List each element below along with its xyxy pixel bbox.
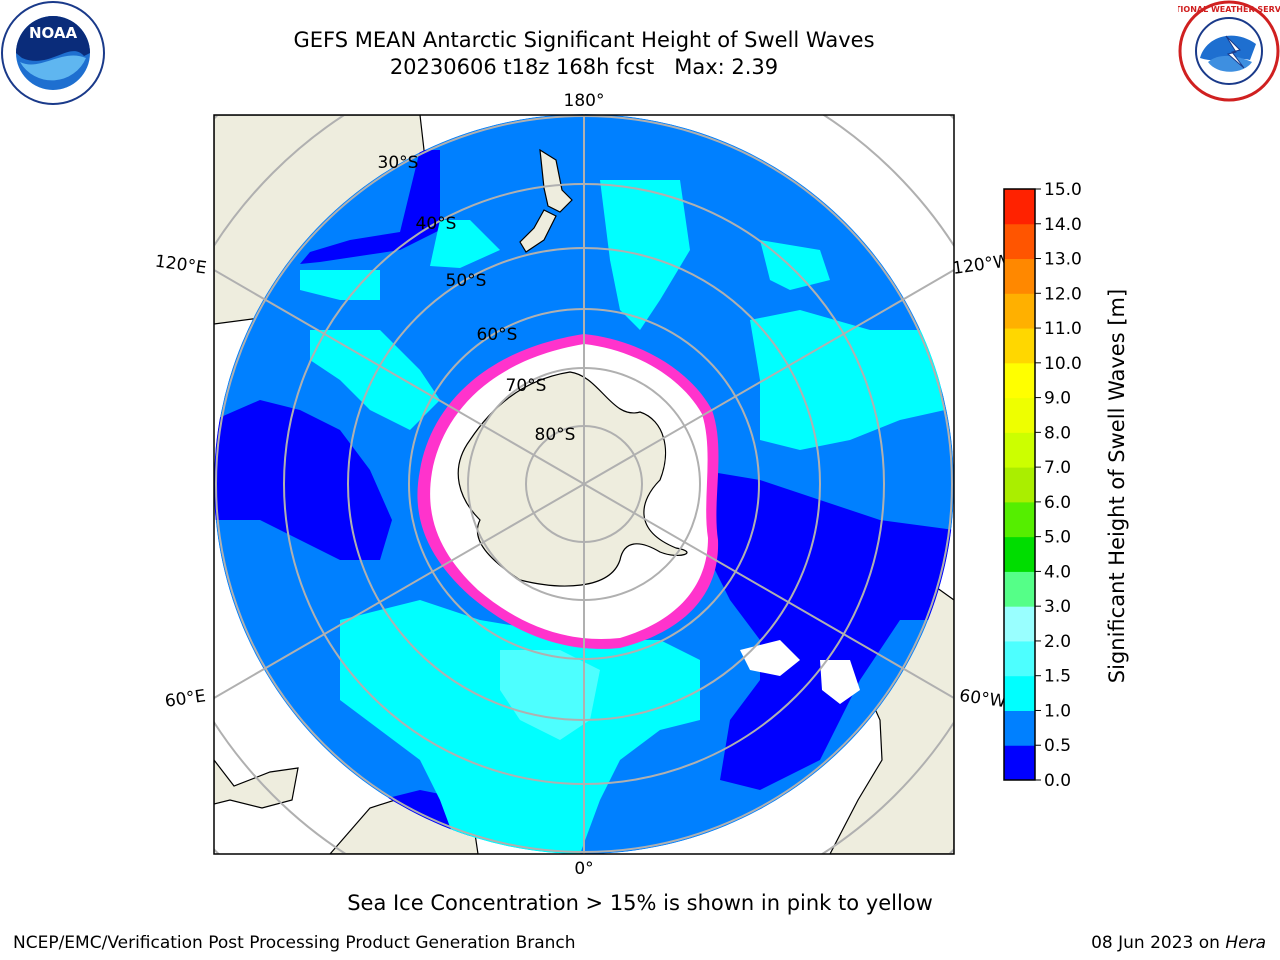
noaa-logo-text: NOAA (29, 24, 78, 42)
colorbar-label: Significant Height of Swell Waves [m] (1105, 288, 1129, 684)
colorbar-band (1004, 745, 1035, 781)
colorbar-band (1004, 571, 1035, 607)
colorbar-frame (1003, 188, 1036, 781)
footer-date-text: 08 Jun 2023 on (1091, 933, 1226, 953)
swell-high-nw (430, 220, 500, 268)
map-subtitle: 20230606 t18z 168h fcst Max: 2.39 (389, 55, 779, 79)
colorbar-band (1004, 606, 1035, 642)
colorbar-tick-label: 4.0 (1044, 562, 1071, 582)
colorbar-band (1004, 362, 1035, 399)
colorbar-tick-label: 13.0 (1044, 250, 1082, 270)
swell-low-north (300, 150, 440, 264)
swell-higher-south (500, 650, 600, 740)
lat-label-60s: 60°S (477, 325, 518, 345)
swell-high-ne (760, 240, 830, 290)
colorbar-tick-label: 1.5 (1044, 667, 1071, 687)
colorbar-tick-label: 15.0 (1044, 180, 1082, 200)
colorbar-band (1004, 467, 1035, 503)
land-south-africa (214, 759, 299, 809)
swell-high-west (300, 270, 380, 300)
footer-branch: NCEP/EMC/Verification Post Processing Pr… (13, 933, 576, 953)
ocean-disc (214, 114, 954, 854)
land-new-zealand (519, 148, 573, 253)
colorbar-band (1004, 328, 1035, 364)
colorbar-tick-label: 1.0 (1044, 701, 1071, 721)
sea-ice-patch-east (740, 640, 860, 704)
lon-label-lower-left: 60°E (164, 686, 207, 711)
colorbar-band (1004, 675, 1035, 711)
colorbar-band (1004, 397, 1035, 433)
colorbar-tick-label: 2.0 (1044, 632, 1071, 652)
lon-label-bottom: 0° (574, 859, 593, 879)
sea-ice-note: Sea Ice Concentration > 15% is shown in … (0, 890, 1280, 916)
lat-label-40s: 40°S (416, 214, 457, 234)
colorbar-band (1004, 223, 1035, 260)
footer-date: 08 Jun 2023 on Hera (1091, 932, 1266, 954)
land-antarctica (457, 371, 688, 587)
colorbar-tick-label: 6.0 (1044, 493, 1071, 513)
swell-low-west (214, 400, 392, 560)
nws-logo-text: NATIONAL WEATHER SERVICE (1178, 5, 1280, 14)
swell-high-east (750, 310, 945, 450)
colorbar-tick-label: 10.0 (1044, 354, 1082, 374)
colorbar-band (1004, 293, 1035, 329)
lon-label-upper-left: 120°E (154, 252, 208, 279)
colorbar-band (1004, 258, 1035, 294)
colorbar-band (1004, 640, 1035, 677)
map-title: GEFS MEAN Antarctic Significant Height o… (293, 28, 875, 52)
colorbar-label-box: Significant Height of Swell Waves [m] (1104, 186, 1164, 786)
lat-label-30s: 30°S (378, 153, 419, 173)
swell-low-east (700, 470, 954, 790)
colorbar-band (1004, 501, 1035, 538)
lat-label-50s: 50°S (446, 271, 487, 291)
colorbar-tick-label: 11.0 (1044, 319, 1082, 339)
colorbar-tick-label: 3.0 (1044, 597, 1071, 617)
colorbar-tick-label: 14.0 (1044, 215, 1082, 235)
colorbar-tick-label: 5.0 (1044, 528, 1071, 548)
colorbar-band (1004, 536, 1035, 572)
colorbar-band (1004, 189, 1035, 225)
lat-label-80s: 80°S (535, 425, 576, 445)
nws-logo-icon: NATIONAL WEATHER SERVICE (1178, 0, 1280, 102)
lat-label-70s: 70°S (506, 376, 547, 396)
noaa-logo-icon: NOAA (1, 1, 105, 105)
swell-high-west2 (310, 330, 440, 430)
colorbar-tick-label: 12.0 (1044, 284, 1082, 304)
lon-label-top: 180° (564, 91, 605, 111)
colorbar-tick-label: 0.0 (1044, 771, 1071, 790)
colorbar-ticks: 0.0 0.5 1.0 1.5 2.0 3.0 4.0 5.0 6.0 7.0 8.0 9.0 10.0… (1035, 180, 1082, 790)
map-frame (213, 114, 955, 855)
colorbar-bands (1004, 189, 1035, 781)
footer-host: Hera (1225, 933, 1266, 953)
outer-graticule (214, 115, 954, 854)
colorbar-tick-label: 0.5 (1044, 736, 1071, 756)
colorbar: 0.0 0.5 1.0 1.5 2.0 3.0 4.0 5.0 6.0 7.0 8.0 9.0 10.0… (1003, 180, 1082, 790)
colorbar-tick-label: 7.0 (1044, 458, 1071, 478)
colorbar-tick-label: 9.0 (1044, 389, 1071, 409)
colorbar-band (1004, 710, 1035, 746)
sea-ice-note-text: Sea Ice Concentration > 15% is shown in … (347, 891, 933, 915)
colorbar-tick-label: 8.0 (1044, 423, 1071, 443)
colorbar-band (1004, 432, 1035, 468)
meridians (263, 114, 905, 854)
